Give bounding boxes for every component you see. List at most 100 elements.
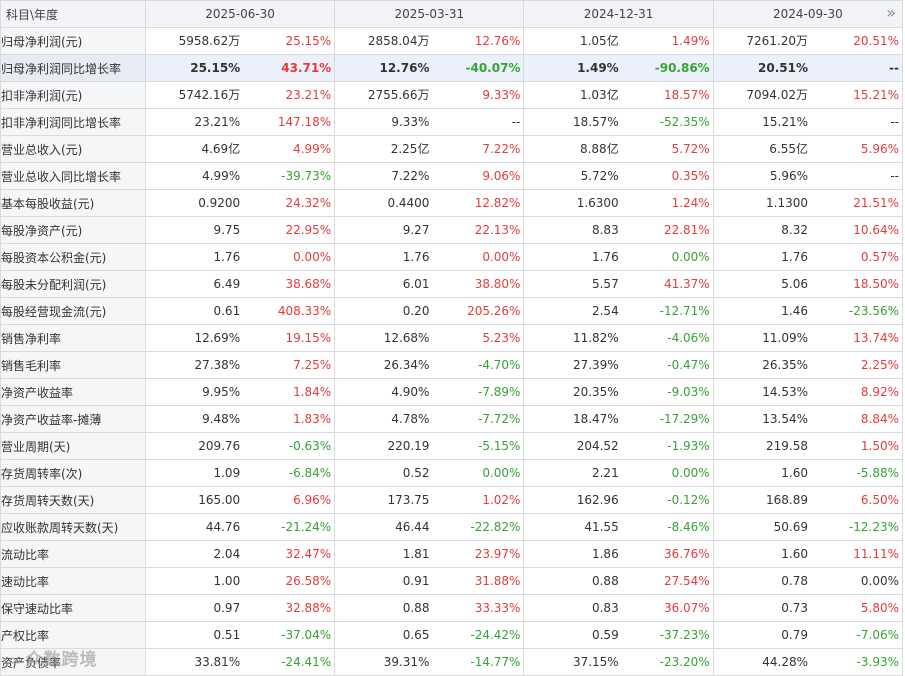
row-label: 归母净利润(元) <box>0 27 146 55</box>
value-cell: 209.76 -0.63% <box>144 432 336 460</box>
value-cell: 37.15% -23.20% <box>523 648 714 676</box>
table-row[interactable]: 扣非净利润同比增长率 23.21% 147.18% 9.33% -- 18.57% -52.… <box>0 108 904 136</box>
row-label: 每股未分配利润(元) <box>0 270 146 298</box>
value-cell: 0.83 36.07% <box>523 594 714 622</box>
table-row[interactable]: 归母净利润(元) 5958.62万 25.15% 2858.04万 12.76% 1.05… <box>0 27 904 55</box>
value-cell: 2.25亿 7.22% <box>334 135 525 163</box>
cell-yoy-change: -9.03% <box>667 385 710 399</box>
cell-yoy-change: 36.76% <box>663 547 710 561</box>
row-label: 营业总收入(元) <box>0 135 146 163</box>
cell-yoy-change: 25.15% <box>285 34 332 48</box>
double-chevron-right-icon[interactable]: » <box>886 3 896 22</box>
cell-yoy-change: 32.47% <box>285 547 332 561</box>
value-cell: 33.81% -24.41% <box>144 648 336 676</box>
cell-value: 12.68% <box>383 331 430 345</box>
table-row[interactable]: 扣非净利润(元) 5742.16万 23.21% 2755.66万 9.33% 1.03亿… <box>0 81 904 109</box>
header-period-3[interactable]: 2024-12-31 <box>523 0 714 28</box>
table-row[interactable]: 流动比率 2.04 32.47% 1.81 23.97% 1.86 36.76% 1.60 11… <box>0 540 904 568</box>
cell-yoy-change: -4.70% <box>478 358 521 372</box>
value-cell: 5742.16万 23.21% <box>144 81 336 109</box>
header-period-4[interactable]: 2024-09-30 » <box>712 0 904 28</box>
table-row[interactable]: 归母净利润同比增长率 25.15% 43.71% 12.76% -40.07% 1.49%… <box>0 54 904 82</box>
value-cell: 9.33% -- <box>334 108 525 136</box>
table-row[interactable]: 营业总收入同比增长率 4.99% -39.73% 7.22% 9.06% 5.72% 0.3… <box>0 162 904 190</box>
cell-yoy-change: -8.46% <box>667 520 710 534</box>
cell-value: 9.48% <box>202 412 241 426</box>
cell-value: 23.21% <box>194 115 241 129</box>
table-row[interactable]: 每股净资产(元) 9.75 22.95% 9.27 22.13% 8.83 22.81% 8.… <box>0 216 904 244</box>
cell-yoy-change: -7.72% <box>478 412 521 426</box>
row-label: 销售毛利率 <box>0 351 146 379</box>
table-row[interactable]: 销售毛利率 27.38% 7.25% 26.34% -4.70% 27.39% -0.47%… <box>0 351 904 379</box>
table-row[interactable]: 速动比率 1.00 26.58% 0.91 31.88% 0.88 27.54% 0.78 0.… <box>0 567 904 595</box>
cell-yoy-change: 22.81% <box>663 223 710 237</box>
table-row[interactable]: 存货周转天数(天) 165.00 6.96% 173.75 1.02% 162.96 -0.… <box>0 486 904 514</box>
table-row[interactable]: 应收账款周转天数(天) 44.76 -21.24% 46.44 -22.82% 41.55… <box>0 513 904 541</box>
table-row[interactable]: 每股未分配利润(元) 6.49 38.68% 6.01 38.80% 5.57 41.37%… <box>0 270 904 298</box>
cell-yoy-change: 147.18% <box>277 115 332 129</box>
value-cell: 2858.04万 12.76% <box>334 27 525 55</box>
value-cell: 8.32 10.64% <box>712 216 904 244</box>
table-row[interactable]: 净资产收益率-摊薄 9.48% 1.83% 4.78% -7.72% 18.47% -17.… <box>0 405 904 433</box>
cell-yoy-change: 18.50% <box>853 277 899 291</box>
cell-value: 0.97 <box>213 601 241 615</box>
value-cell: 9.95% 1.84% <box>144 378 336 406</box>
cell-value: 1.05亿 <box>579 34 619 48</box>
value-cell: 1.1300 21.51% <box>712 189 904 217</box>
value-cell: 2755.66万 9.33% <box>334 81 525 109</box>
cell-yoy-change: 33.33% <box>474 601 521 615</box>
cell-yoy-change: 23.97% <box>474 547 521 561</box>
cell-value: 9.33% <box>391 115 430 129</box>
cell-value: 18.57% <box>572 115 619 129</box>
cell-yoy-change: 5.23% <box>482 331 521 345</box>
value-cell: 0.88 33.33% <box>334 594 525 622</box>
value-cell: 2.54 -12.71% <box>523 297 714 325</box>
header-period-1[interactable]: 2025-06-30 <box>144 0 336 28</box>
value-cell: 1.60 11.11% <box>712 540 904 568</box>
value-cell: 39.31% -14.77% <box>334 648 525 676</box>
cell-value: 4.90% <box>391 385 430 399</box>
row-label: 每股经营现金流(元) <box>0 297 146 325</box>
table-row[interactable]: 保守速动比率 0.97 32.88% 0.88 33.33% 0.83 36.07% 0.73… <box>0 594 904 622</box>
table-row[interactable]: 营业周期(天) 209.76 -0.63% 220.19 -5.15% 204.52 -1.… <box>0 432 904 460</box>
cell-value: 37.15% <box>572 655 619 669</box>
row-label: 存货周转率(次) <box>0 459 146 487</box>
cell-value: 4.99% <box>202 169 241 183</box>
cell-value: 0.20 <box>402 304 430 318</box>
row-label: 营业总收入同比增长率 <box>0 162 146 190</box>
value-cell: 5.72% 0.35% <box>523 162 714 190</box>
cell-value: 8.32 <box>781 223 808 237</box>
table-row[interactable]: 存货周转率(次) 1.09 -6.84% 0.52 0.00% 2.21 0.00% 1.60… <box>0 459 904 487</box>
table-row[interactable]: 净资产收益率 9.95% 1.84% 4.90% -7.89% 20.35% -9.03% 1… <box>0 378 904 406</box>
table-row[interactable]: 销售净利率 12.69% 19.15% 12.68% 5.23% 11.82% -4.06%… <box>0 324 904 352</box>
cell-yoy-change: -1.93% <box>667 439 710 453</box>
value-cell: 4.90% -7.89% <box>334 378 525 406</box>
cell-value: 204.52 <box>576 439 619 453</box>
table-row[interactable]: 每股经营现金流(元) 0.61 408.33% 0.20 205.26% 2.54 -12.… <box>0 297 904 325</box>
cell-value: 0.73 <box>781 601 808 615</box>
value-cell: 14.53% 8.92% <box>712 378 904 406</box>
row-label: 应收账款周转天数(天) <box>0 513 146 541</box>
row-label: 销售净利率 <box>0 324 146 352</box>
table-row[interactable]: 每股资本公积金(元) 1.76 0.00% 1.76 0.00% 1.76 0.00% 1.7… <box>0 243 904 271</box>
cell-yoy-change: 5.96% <box>860 142 899 156</box>
table-row[interactable]: 营业总收入(元) 4.69亿 4.99% 2.25亿 7.22% 8.88亿 5.72% 6.… <box>0 135 904 163</box>
cell-value: 1.76 <box>213 250 241 264</box>
header-period-2[interactable]: 2025-03-31 <box>334 0 525 28</box>
value-cell: 27.39% -0.47% <box>523 351 714 379</box>
cell-yoy-change: 5.80% <box>860 601 899 615</box>
table-row[interactable]: 产权比率 0.51 -37.04% 0.65 -24.42% 0.59 -37.23% 0.7… <box>0 621 904 649</box>
cell-value: 1.81 <box>402 547 430 561</box>
cell-value: 26.35% <box>762 358 808 372</box>
cell-value: 0.88 <box>402 601 430 615</box>
cell-value: 1.60 <box>781 547 808 561</box>
value-cell: 0.59 -37.23% <box>523 621 714 649</box>
table-row[interactable]: 基本每股收益(元) 0.9200 24.32% 0.4400 12.82% 1.6300 1… <box>0 189 904 217</box>
value-cell: 46.44 -22.82% <box>334 513 525 541</box>
table-row[interactable]: 资产负债率 33.81% -24.41% 39.31% -14.77% 37.15% -23… <box>0 648 904 676</box>
cell-value: 9.75 <box>213 223 241 237</box>
cell-yoy-change: -23.20% <box>659 655 710 669</box>
cell-value: 0.83 <box>591 601 619 615</box>
cell-yoy-change: 0.35% <box>671 169 710 183</box>
